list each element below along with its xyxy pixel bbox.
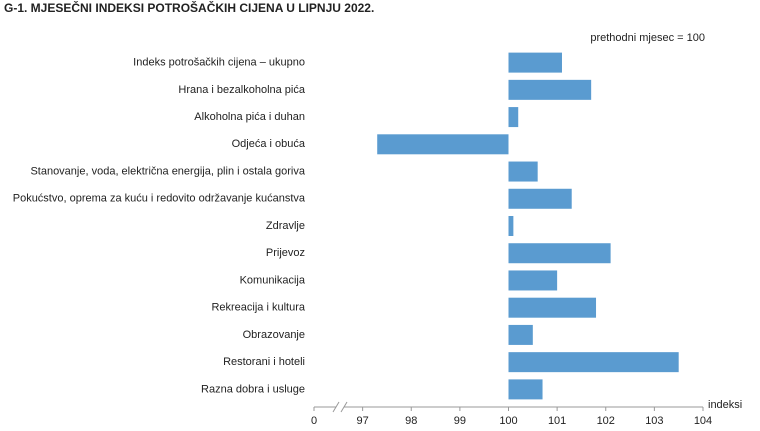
axis-break (332, 401, 340, 413)
y-tick-label: Hrana i bezalkoholna pića (178, 84, 305, 96)
bar (377, 134, 509, 155)
chart-title: G-1. MJESEČNI INDEKSI POTROŠAČKIH CIJENA… (4, 0, 374, 15)
axis-break (340, 401, 348, 413)
bar (508, 270, 558, 291)
bar (508, 161, 538, 182)
x-tick-label: 0 (311, 415, 317, 427)
bar (508, 52, 562, 73)
y-tick-label: Komunikacija (240, 274, 306, 286)
bar (508, 297, 597, 318)
y-tick-label: Stanovanje, voda, električna energija, p… (30, 165, 305, 177)
bar (508, 107, 519, 128)
bar (508, 243, 611, 264)
bar (508, 188, 572, 209)
y-tick-label: Indeks potrošačkih cijena – ukupno (133, 57, 305, 69)
y-tick-label: Alkoholna pića i duhan (194, 111, 305, 123)
x-tick-label: 100 (499, 415, 517, 427)
chart-subtitle: prethodni mjesec = 100 (590, 32, 705, 44)
y-tick-label: Pokućstvo, oprema za kuću i redovito odr… (13, 193, 306, 205)
y-tick-label: Obrazovanje (243, 329, 305, 341)
x-tick-label: 99 (454, 415, 466, 427)
bar (508, 379, 543, 400)
x-tick-label: 104 (694, 415, 712, 427)
x-tick-label: 98 (405, 415, 417, 427)
x-tick-label: 97 (357, 415, 369, 427)
y-tick-label: Restorani i hoteli (223, 356, 305, 368)
y-tick-label: Rekreacija i kultura (211, 302, 305, 314)
bar (508, 352, 679, 373)
bar (508, 79, 592, 100)
bar (508, 216, 514, 236)
y-tick-label: Razna dobra i usluge (201, 383, 305, 395)
x-tick-label: 103 (645, 415, 663, 427)
x-axis-label: indeksi (708, 399, 742, 411)
x-tick-label: 101 (548, 415, 566, 427)
y-tick-label: Odjeća i obuća (232, 138, 306, 150)
y-tick-label: Zdravlje (266, 220, 305, 232)
x-tick-label: 102 (597, 415, 615, 427)
bar (508, 324, 533, 345)
y-tick-label: Prijevoz (266, 247, 305, 259)
